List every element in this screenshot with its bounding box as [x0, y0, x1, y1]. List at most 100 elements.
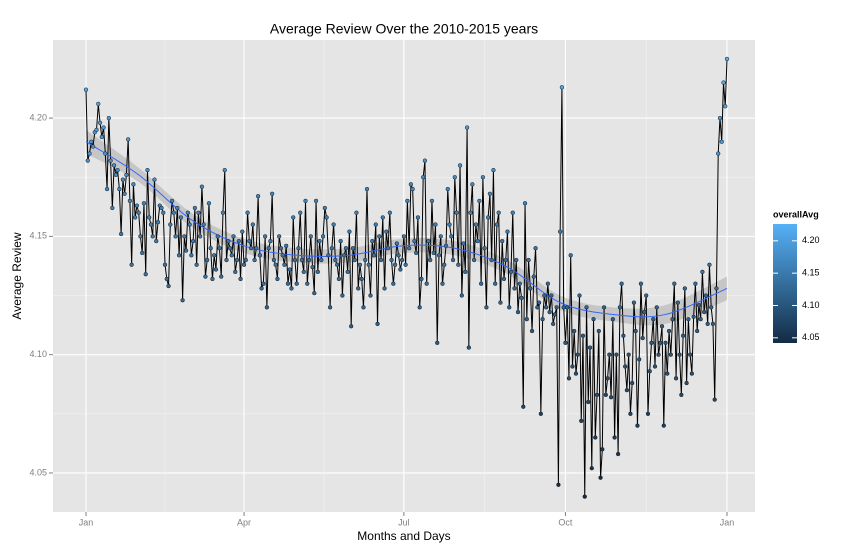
data-point	[124, 172, 129, 178]
data-point	[547, 309, 552, 315]
data-point	[443, 243, 449, 248]
data-point	[245, 210, 250, 215]
data-point	[140, 250, 145, 256]
data-point	[198, 234, 203, 239]
data-point	[652, 364, 658, 369]
data-point	[570, 364, 575, 369]
y-tick-label: 4.05	[29, 467, 47, 477]
data-point	[680, 333, 686, 338]
data-point	[596, 328, 601, 334]
data-point	[638, 281, 644, 286]
legend-title: overallAvg	[773, 209, 819, 219]
data-point	[505, 229, 510, 234]
data-point	[545, 281, 551, 286]
data-point	[466, 345, 471, 350]
data-point	[169, 198, 175, 204]
data-point	[712, 397, 717, 402]
data-point	[217, 246, 222, 251]
data-point	[512, 286, 517, 291]
data-point	[610, 317, 615, 322]
data-point	[361, 305, 366, 310]
data-point	[264, 305, 270, 310]
data-point	[296, 246, 301, 251]
data-point	[278, 246, 284, 251]
data-point	[94, 127, 99, 133]
data-point	[392, 262, 398, 267]
data-point	[134, 203, 140, 208]
data-point	[500, 238, 505, 244]
data-point	[259, 286, 264, 291]
data-point	[651, 317, 656, 322]
data-point	[424, 281, 429, 286]
data-point	[487, 191, 493, 196]
data-point	[255, 194, 261, 199]
data-point	[694, 328, 700, 334]
data-point	[298, 210, 303, 215]
data-point	[719, 139, 724, 144]
data-point	[208, 246, 213, 251]
data-point	[175, 205, 180, 211]
data-point	[600, 447, 605, 452]
data-point	[370, 238, 375, 244]
data-point	[436, 253, 442, 258]
data-point	[594, 392, 600, 398]
data-point	[322, 205, 327, 211]
data-point	[464, 125, 470, 130]
data-point	[352, 257, 357, 263]
data-point	[565, 305, 570, 310]
x-tick-label: Jan	[720, 517, 735, 527]
data-point	[521, 404, 526, 409]
data-point	[148, 222, 154, 227]
data-point	[189, 253, 194, 258]
data-point	[143, 272, 148, 277]
data-point	[716, 151, 721, 156]
data-point	[554, 305, 559, 310]
data-point	[133, 215, 138, 220]
data-point	[426, 238, 431, 244]
data-point	[136, 210, 141, 215]
data-point	[536, 300, 542, 305]
data-point	[176, 253, 182, 258]
data-point	[164, 276, 169, 282]
data-point	[183, 248, 189, 253]
data-point	[529, 328, 535, 334]
data-point	[484, 305, 489, 310]
data-point	[250, 222, 255, 227]
legend-tick-label: 4.20	[802, 235, 820, 245]
x-tick-label: Apr	[237, 517, 251, 527]
data-point	[549, 293, 554, 298]
data-point	[679, 392, 684, 398]
legend-colorbar	[773, 224, 797, 343]
data-point	[287, 267, 292, 272]
data-point	[533, 246, 538, 251]
data-point	[461, 241, 466, 246]
data-point	[438, 234, 443, 239]
data-point	[389, 257, 394, 263]
data-point	[579, 418, 584, 424]
data-point	[210, 276, 215, 282]
data-point	[707, 262, 712, 267]
data-point	[138, 234, 143, 239]
data-point	[598, 475, 603, 480]
data-point	[459, 293, 464, 298]
data-point	[489, 257, 494, 263]
data-point	[106, 115, 111, 121]
data-point	[99, 134, 104, 140]
data-point	[185, 210, 191, 215]
data-point	[619, 281, 624, 286]
data-point	[452, 175, 457, 180]
data-point	[391, 281, 396, 286]
data-point	[150, 234, 155, 239]
data-point	[621, 333, 626, 338]
data-point	[378, 257, 384, 263]
data-point	[528, 286, 533, 291]
data-point	[190, 238, 196, 244]
data-point	[705, 321, 710, 327]
data-point	[471, 257, 477, 263]
data-point	[356, 286, 361, 291]
data-point	[478, 281, 484, 286]
data-point	[503, 257, 508, 263]
data-point	[614, 352, 619, 357]
y-axis-title: Average Review	[10, 232, 24, 319]
data-point	[535, 305, 540, 310]
